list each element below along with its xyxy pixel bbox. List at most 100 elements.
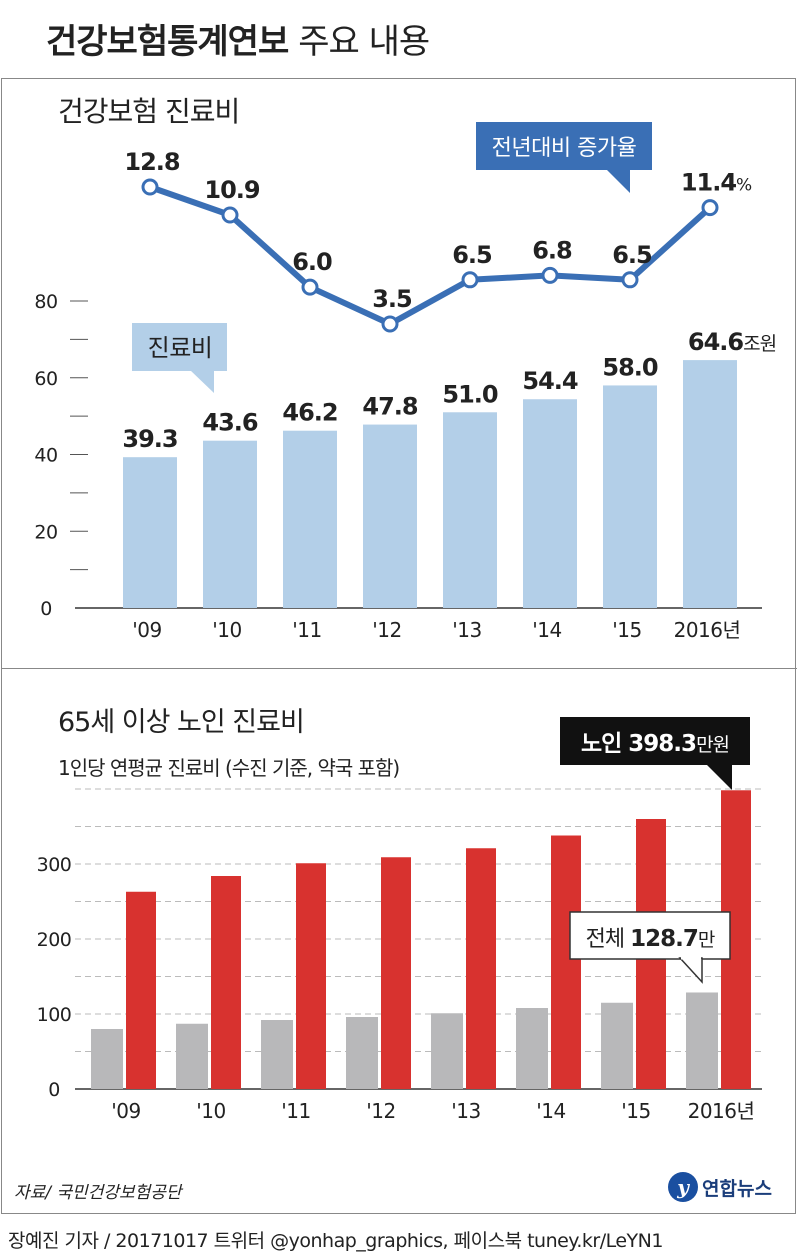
chart2-callout-elderly-box: [560, 717, 750, 765]
growth-point: [461, 271, 479, 289]
chart2-title: 65세 이상 노인 진료비: [58, 707, 305, 738]
chart2-callout-elderly-part: 노인: [581, 731, 628, 757]
main-title-normal: 주요 내용: [298, 22, 430, 62]
chart1-title: 건강보험 진료비: [58, 95, 240, 128]
chart2-bar-elderly: [466, 848, 496, 1089]
chart2-bar-total: [91, 1029, 123, 1089]
growth-unit-label: %: [736, 176, 752, 196]
chart1-callout-label: 진료비: [148, 334, 213, 362]
chart2-bar-elderly: [381, 857, 411, 1089]
chart2-callout-total-part: 만: [698, 929, 715, 951]
growth-value-label: 3.5: [372, 285, 412, 313]
chart1-bar-value: 64.6조원: [688, 328, 776, 356]
growth-point: [621, 271, 639, 289]
growth-value-label: 6.0: [292, 248, 332, 276]
yonhap-logo-text: 연합뉴스: [702, 1177, 772, 1200]
chart1-bar-value: 46.2: [282, 399, 337, 427]
chart1-bar: [283, 430, 337, 608]
chart2-bar-total: [516, 1008, 548, 1089]
chart1-x-tick-label: '12: [372, 618, 401, 642]
growth-callout-pointer: [606, 169, 630, 193]
chart1-bar-value: 39.3: [122, 425, 177, 453]
chart2-subtitle: 1인당 연평균 진료비 (수진 기준, 약국 포함): [58, 756, 400, 780]
chart1-x-tick-label: '11: [292, 618, 321, 642]
chart2-callout-elderly-part: 만원: [696, 734, 729, 756]
chart1-y-tick-label: 40: [34, 445, 57, 467]
chart2-callout-total-part: 전체: [586, 927, 630, 952]
chart1-y-tick-label: 80: [34, 291, 57, 313]
chart1-bar: [683, 360, 737, 608]
chart2-x-tick-label: '15: [621, 1099, 650, 1123]
chart2-callout-total-part: 128.7: [630, 926, 698, 952]
chart1-unit-label: 조원: [743, 333, 776, 355]
growth-value-label: 12.8: [124, 148, 180, 176]
main-title: 건강보험통계연보 주요 내용: [46, 14, 430, 63]
section-divider: [1, 668, 797, 669]
chart2-callout-total-box: [569, 911, 731, 960]
chart2-bar-elderly: [551, 835, 581, 1089]
main-title-bold: 건강보험통계연보: [46, 22, 289, 62]
chart2-x-tick-label: '13: [451, 1099, 480, 1123]
chart2-bar-total: [346, 1017, 378, 1089]
chart2-bar-total: [431, 1013, 463, 1089]
growth-point: [381, 315, 399, 333]
growth-callout-box: [476, 122, 652, 170]
growth-callout-label: 전년대비 증가율: [492, 136, 637, 161]
chart1-callout-pointer: [190, 370, 214, 393]
chart2-bar-total: [261, 1020, 293, 1089]
growth-value-label: 6.5: [452, 241, 492, 269]
growth-point: [141, 178, 159, 196]
source-note: 자료/ 국민건강보험공단: [14, 1183, 182, 1203]
chart1-x-tick-label: '09: [132, 618, 161, 642]
chart1-bar: [203, 440, 257, 608]
chart2-x-tick-label: '11: [281, 1099, 310, 1123]
chart1-bar-value: 51.0: [442, 380, 498, 408]
growth-point: [541, 266, 559, 284]
chart1-bar: [523, 399, 577, 608]
chart2-x-tick-label: 2016년: [688, 1099, 755, 1123]
chart2-x-tick-label: '12: [366, 1099, 395, 1123]
chart1-x-tick-label: 2016년: [674, 618, 741, 642]
chart1-y-tick-label: 0: [40, 598, 52, 620]
chart1-bar-value: 43.6: [202, 409, 258, 437]
growth-value-label: 6.8: [532, 236, 572, 264]
chart2-x-tick-label: '10: [196, 1099, 225, 1123]
chart1-bar: [363, 424, 417, 608]
chart2-bar-total: [686, 992, 718, 1089]
chart2-callout-total-label: 전체 128.7만: [586, 926, 715, 952]
chart2-bar-elderly: [126, 891, 156, 1089]
chart1-x-tick-label: '13: [452, 618, 481, 642]
yonhap-logo: y 연합뉴스: [668, 1172, 772, 1202]
chart2-bar-elderly: [211, 876, 241, 1089]
chart2-x-tick-label: '09: [111, 1099, 140, 1123]
chart2-callout-elderly-part: 398.3: [628, 731, 696, 757]
growth-point: [221, 206, 239, 224]
chart1-y-tick-label: 20: [34, 521, 57, 543]
chart1-callout-box: [132, 323, 227, 371]
chart2-y-tick-label: 200: [37, 929, 72, 951]
chart2-callout-elderly-pointer: [706, 764, 732, 790]
chart2-y-tick-label: 0: [48, 1079, 60, 1101]
chart2-x-tick-label: '14: [536, 1099, 565, 1123]
credit-line: 장예진 기자 / 20171017 트위터 @yonhap_graphics, …: [8, 1230, 663, 1252]
growth-point: [301, 278, 319, 296]
growth-value-label: 6.5: [612, 241, 652, 269]
growth-line: [149, 184, 713, 327]
chart1-bar-value: 47.8: [362, 393, 418, 421]
chart2-callout-total-pointer: [678, 957, 703, 984]
chart2-y-tick-label: 100: [37, 1004, 72, 1026]
chart1-bar-value: 54.4: [522, 367, 578, 395]
chart2-callout-elderly-label: 노인 398.3만원: [581, 731, 729, 757]
chart2-bar-total: [601, 1002, 633, 1089]
growth-value-label: 11.4%: [681, 169, 752, 197]
chart1-bar-value: 58.0: [602, 353, 658, 381]
chart-frame: [1, 78, 796, 1214]
growth-value-label: 10.9: [204, 176, 260, 204]
chart1-x-tick-label: '14: [532, 618, 561, 642]
chart2-y-tick-label: 300: [37, 854, 72, 876]
chart2-bar-elderly: [296, 863, 326, 1089]
chart2-bar-total: [176, 1023, 208, 1089]
chart1-x-tick-label: '15: [612, 618, 641, 642]
chart1-bar: [123, 457, 177, 608]
